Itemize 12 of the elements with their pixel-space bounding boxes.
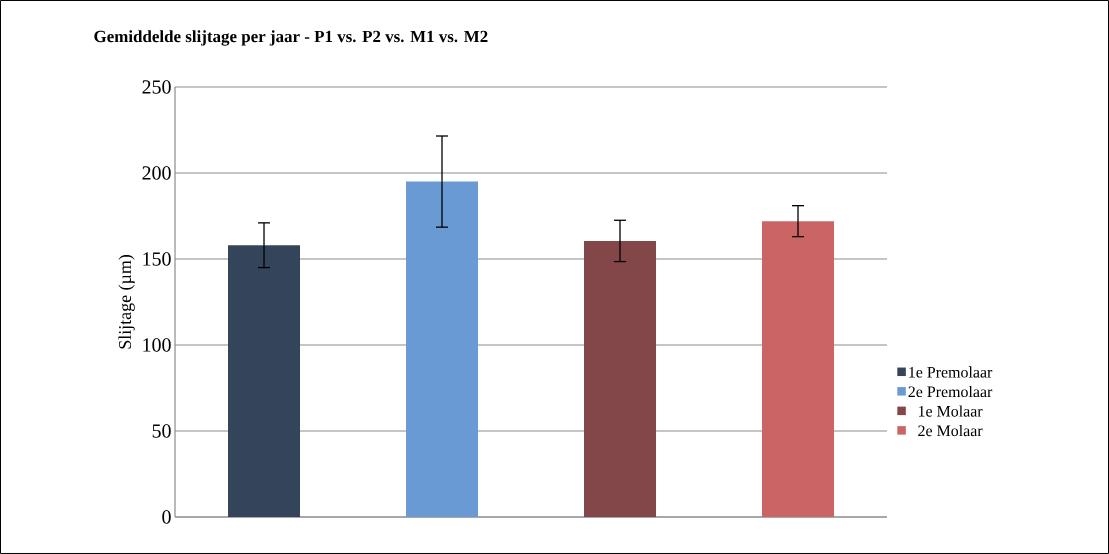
y-tick-label: 250: [142, 80, 171, 94]
y-tick-label: 200: [142, 166, 171, 180]
y-tick-label: 0: [162, 510, 171, 524]
legend-label: 2e Molaar: [918, 424, 983, 437]
y-tick-label: 150: [143, 252, 171, 266]
y-tick-label: 50: [152, 424, 171, 438]
y-tick-label: 100: [143, 338, 171, 352]
y-axis-title: Slijtage (µm): [118, 255, 135, 349]
legend-label: 2e Premolaar: [908, 385, 993, 398]
legend-label: 1e Molaar: [918, 405, 983, 417]
chart-title: Gemiddelde slijtage per jaar - P1 vs. P2 vs. M1 vs. M2: [94, 30, 488, 46]
legend-label: 1e Premolaar: [909, 366, 993, 378]
